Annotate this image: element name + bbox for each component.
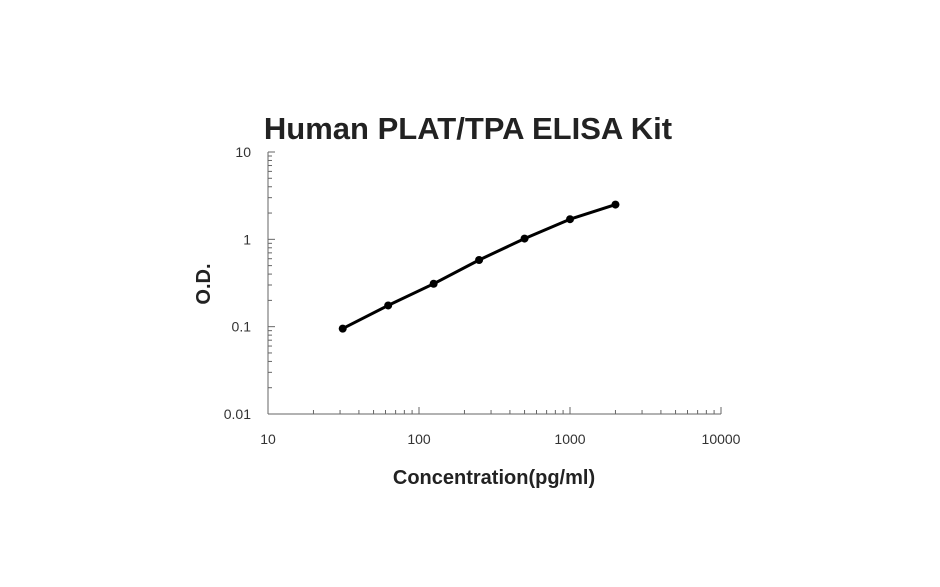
data-point — [429, 279, 438, 288]
chart-title: Human PLAT/TPA ELISA Kit — [264, 111, 672, 146]
data-point — [611, 200, 620, 209]
y-tick-label: 0.01 — [224, 406, 251, 422]
chart-tick-labels: 10 100 1000 10000 0.01 0.1 1 10 — [224, 144, 741, 447]
chart-ticks — [267, 151, 722, 415]
x-tick-label: 10 — [260, 431, 276, 447]
y-tick-label: 0.1 — [232, 319, 252, 335]
data-point — [384, 301, 393, 310]
data-point — [520, 234, 529, 243]
x-tick-label: 100 — [407, 431, 431, 447]
y-tick-label: 10 — [235, 144, 251, 160]
chart-axes — [267, 152, 721, 415]
x-tick-label: 1000 — [554, 431, 585, 447]
data-point — [475, 255, 484, 264]
series-line — [341, 203, 617, 331]
y-tick-label: 1 — [243, 231, 251, 247]
chart-plot-area — [338, 200, 620, 333]
data-point — [338, 324, 347, 333]
x-tick-label: 10000 — [702, 431, 741, 447]
data-point — [566, 215, 574, 224]
y-axis-label: O.D. — [193, 263, 215, 304]
x-axis-label: Concentration(pg/ml) — [393, 467, 595, 489]
